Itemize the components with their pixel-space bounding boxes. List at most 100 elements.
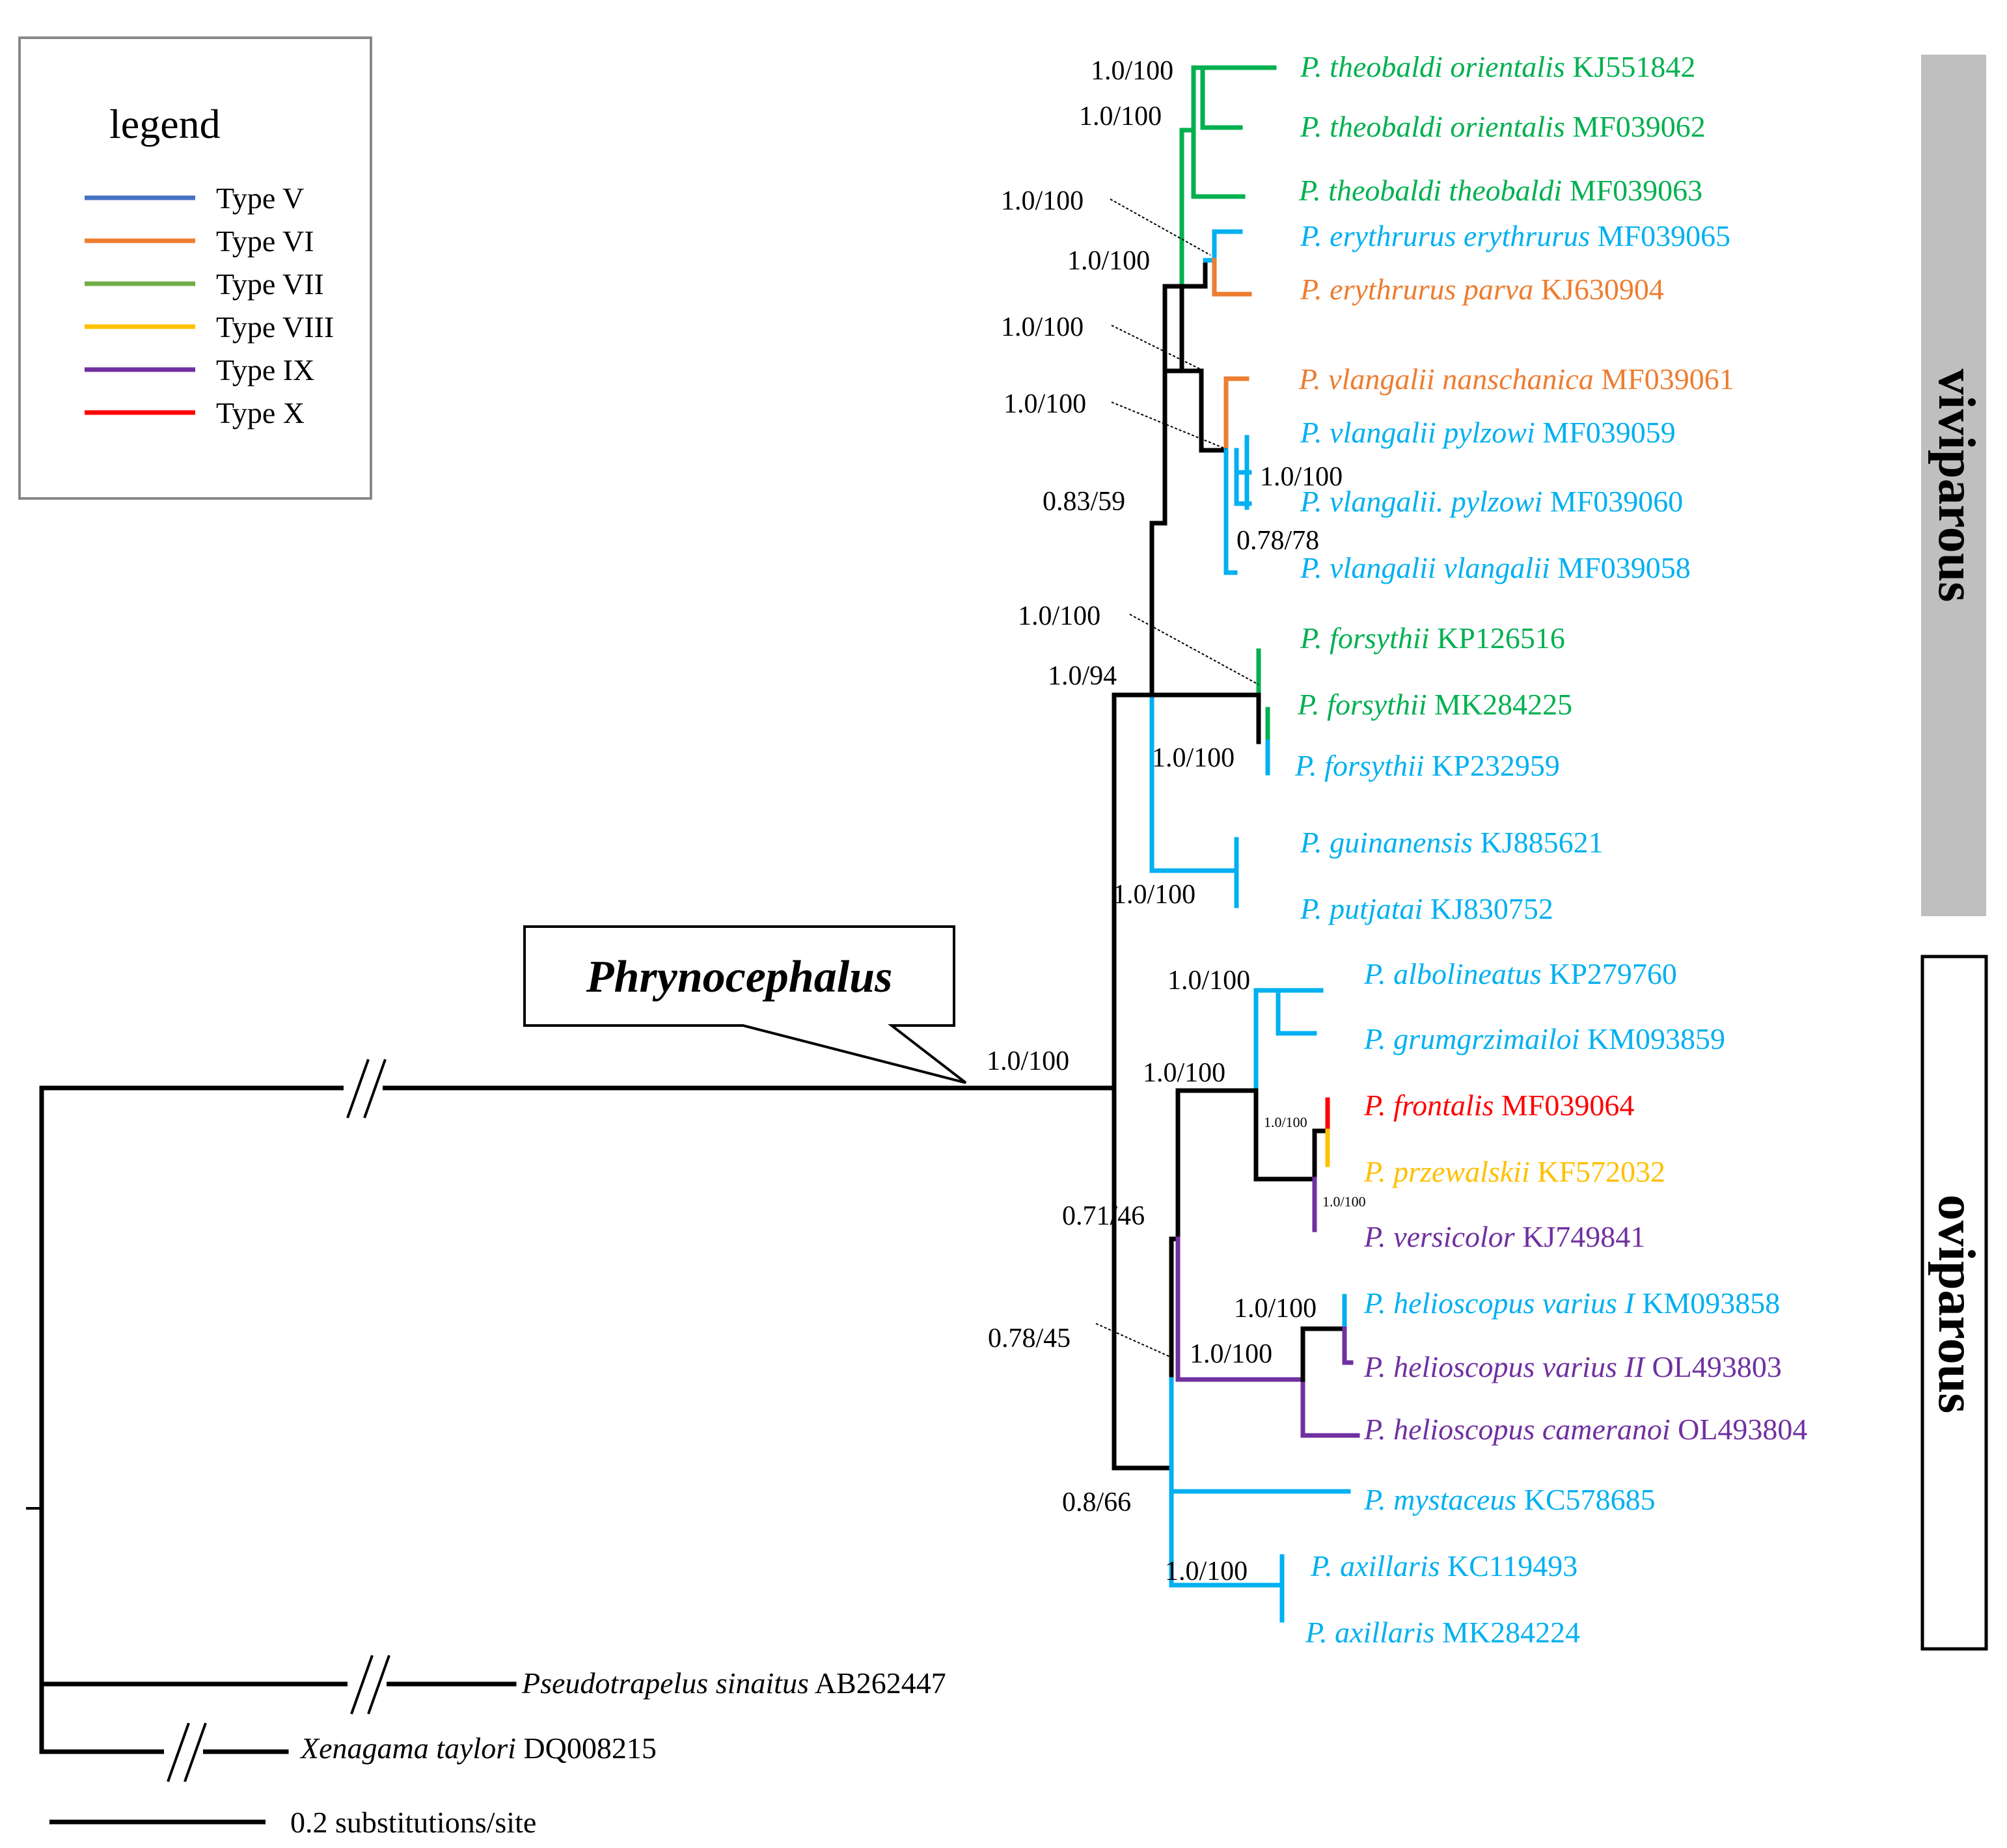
taxon-species: P. theobaldi orientalis [1300, 50, 1565, 83]
support-value: 1.0/100 [1152, 743, 1235, 773]
support-value: 0.83/59 [1043, 487, 1125, 517]
legend: legend Type V Type VI Type VII Type VIII… [18, 36, 372, 500]
taxon-species: P. erythrurus parva [1300, 273, 1533, 306]
taxon-species: P. forsythii [1300, 621, 1430, 655]
taxon-label: P. vlangalii pylzowi MF039059 [1300, 416, 1676, 449]
taxon-accession: MK284224 [1435, 1616, 1581, 1649]
taxon-label: P. putjatai KJ830752 [1300, 892, 1553, 925]
taxon-species: P. vlangalii pylzowi [1300, 416, 1535, 449]
support-value: 1.0/100 [1004, 389, 1086, 419]
branch-forsythii-green [1256, 648, 1270, 744]
taxon-accession: KC119493 [1440, 1549, 1578, 1583]
taxon-label: P. helioscopus cameranoi OL493804 [1363, 1413, 1807, 1446]
support-value: 1.0/94 [1048, 661, 1117, 691]
taxon-species: Pseudotrapelus sinaitus [521, 1666, 809, 1700]
taxon-species: P. frontalis [1363, 1089, 1494, 1122]
branch-vlangalii-blue [1223, 448, 1238, 575]
taxon-species: P. erythrurus erythrurus [1300, 219, 1590, 252]
taxon-label: P. vlangalii nanschanica MF039061 [1298, 362, 1734, 396]
legend-item: Type IX [85, 353, 314, 387]
legend-item: Type X [85, 396, 305, 429]
taxon-label: P. theobaldi orientalis MF039062 [1300, 110, 1706, 143]
taxon-species: P. przewalskii [1363, 1155, 1530, 1188]
branch-ovi-backbone [1169, 1088, 1259, 1471]
taxon-accession: OL493804 [1671, 1413, 1808, 1446]
taxon-label: P. albolineatus KP279760 [1363, 957, 1677, 990]
taxon-label: P. helioscopus varius II OL493803 [1363, 1350, 1782, 1383]
taxon-accession: KP126516 [1430, 621, 1565, 655]
genus-callout: Phrynocephalus [523, 925, 967, 1084]
legend-title: legend [109, 101, 221, 147]
taxon-accession: MK284225 [1427, 688, 1573, 721]
legend-label: Type VIII [216, 310, 334, 344]
taxon-accession: AB262447 [809, 1666, 946, 1700]
branch-helioscopus-varius-II [1342, 1326, 1354, 1365]
branch-erythrurus-parva [1212, 258, 1252, 297]
leader-lines [1095, 198, 1259, 1358]
taxon-accession: KJ749841 [1515, 1220, 1646, 1253]
taxon-species: P. helioscopus varius II [1363, 1350, 1646, 1383]
legend-label: Type X [216, 396, 305, 429]
taxon-accession: KJ551842 [1565, 50, 1696, 83]
callout-box [523, 925, 967, 1084]
taxon-species: Xenagama taylori [299, 1732, 516, 1765]
viviparous-box: viviparous [1921, 55, 1986, 916]
taxon-species: P. theobaldi orientalis [1300, 110, 1565, 143]
taxon-accession: MF039059 [1535, 416, 1676, 449]
support-value: 1.0/100 [1091, 56, 1173, 86]
taxon-label: P. erythrurus erythrurus MF039065 [1300, 219, 1730, 252]
taxon-label: P. forsythii MK284225 [1297, 688, 1572, 721]
taxon-label: P. forsythii KP126516 [1300, 621, 1565, 655]
taxon-label: P. erythrurus parva KJ630904 [1300, 273, 1664, 306]
support-value: 1.0/100 [1322, 1193, 1366, 1210]
taxon-species: P. helioscopus varius I [1363, 1286, 1636, 1320]
taxon-accession: MF039064 [1494, 1089, 1634, 1122]
taxon-species: P. mystaceus [1363, 1483, 1516, 1516]
oviparous-label: oviparous [1928, 1195, 1985, 1413]
taxon-species: P. guinanensis [1300, 826, 1473, 859]
axis-break-mark [348, 1655, 390, 1715]
scale-bar: 0.2 substitutions/site [49, 1806, 536, 1839]
taxon-label: P. mystaceus KC578685 [1363, 1483, 1656, 1516]
taxon-label: Xenagama taylori DQ008215 [299, 1732, 657, 1765]
branch-theobaldi-inner [1191, 65, 1243, 133]
support-values: 1.0/100 1.0/100 1.0/100 1.0/100 1.0/100 … [987, 56, 1366, 1586]
taxon-label: P. vlangalii vlangalii MF039058 [1300, 551, 1691, 584]
taxon-accession: MF039060 [1542, 485, 1683, 518]
taxon-accession: MF039062 [1565, 110, 1706, 143]
tree-branches [26, 65, 1360, 1782]
taxon-label: P. theobaldi theobaldi MF039063 [1298, 174, 1702, 207]
support-value: 1.0/100 [1079, 102, 1162, 131]
axis-break-mark [164, 1722, 207, 1782]
taxon-accession: KC578685 [1516, 1483, 1655, 1516]
branch-helioscopus-stem [1175, 1236, 1360, 1438]
taxon-label: P. versicolor KJ749841 [1363, 1220, 1645, 1253]
branch-upper-core-lower [1162, 284, 1204, 374]
support-value: 1.0/100 [1143, 1058, 1225, 1088]
support-value: 1.0/100 [1264, 1114, 1307, 1130]
legend-label: Type V [216, 182, 304, 215]
legend-item: Type VI [85, 224, 314, 258]
taxon-label: P. forsythii KP232959 [1294, 749, 1560, 782]
taxon-accession: MF039063 [1562, 174, 1702, 207]
legend-item: Type V [85, 182, 304, 215]
taxon-label: P. przewalskii KF572032 [1363, 1155, 1665, 1188]
support-value: 1.0/100 [1001, 186, 1084, 216]
taxon-accession: KF572032 [1530, 1155, 1665, 1188]
branch-albolineatus-group [1253, 988, 1324, 1093]
support-value: 1.0/100 [1018, 601, 1100, 631]
taxon-species: P. forsythii [1294, 749, 1425, 782]
taxon-label: Pseudotrapelus sinaitus AB262447 [521, 1666, 946, 1700]
taxon-label: P. guinanensis KJ885621 [1300, 826, 1604, 859]
branch-erythrurus-stem [1179, 258, 1208, 374]
branch-vlangalii-stem [1199, 368, 1229, 453]
support-value: 1.0/100 [987, 1046, 1069, 1076]
taxon-label: P. grumgrzimailoi KM093859 [1363, 1022, 1725, 1055]
support-value: 1.0/100 [1001, 312, 1084, 342]
branch-erythrurus [1203, 229, 1243, 263]
viviparous-shade [1921, 55, 1986, 916]
genus-label: Phrynocephalus [586, 952, 893, 1002]
taxon-species: P. theobaldi theobaldi [1298, 174, 1562, 207]
taxon-species: P. vlangalii nanschanica [1298, 362, 1594, 396]
